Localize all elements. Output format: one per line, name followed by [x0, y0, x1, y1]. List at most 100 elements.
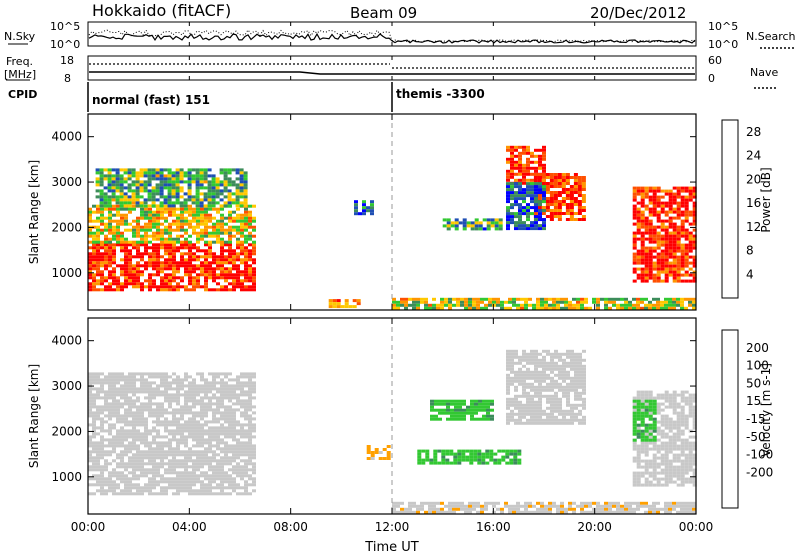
- heatmap-cell: [518, 367, 522, 371]
- heatmap-cell: [228, 273, 232, 277]
- heatmap-cell: [132, 207, 136, 211]
- heatmap-cell: [530, 172, 534, 176]
- heatmap-cell: [454, 227, 459, 231]
- heatmap-cell: [232, 465, 236, 469]
- heatmap-cell: [183, 174, 188, 178]
- heatmap-cell: [152, 282, 156, 286]
- heatmap-cell: [192, 231, 196, 235]
- heatmap-cell: [664, 462, 669, 466]
- heatmap-cell: [164, 246, 168, 250]
- heatmap-cell: [672, 297, 676, 301]
- heatmap-cell: [558, 382, 562, 386]
- heatmap-cell: [546, 394, 550, 398]
- heatmap-cell: [688, 198, 693, 202]
- heatmap-cell: [215, 192, 220, 196]
- heatmap-cell: [180, 489, 184, 493]
- heatmap-cell: [656, 297, 660, 301]
- heatmap-cell: [212, 279, 216, 283]
- heatmap-cell: [444, 510, 448, 514]
- heatmap-cell: [489, 458, 494, 462]
- heatmap-cell: [224, 285, 228, 289]
- heatmap-cell: [692, 246, 697, 250]
- heatmap-cell: [128, 450, 132, 454]
- heatmap-cell: [239, 168, 244, 172]
- heatmap-cell: [208, 438, 212, 442]
- heatmap-cell: [684, 456, 689, 460]
- heatmap-cell: [188, 255, 192, 259]
- heatmap-cell: [538, 376, 542, 380]
- heatmap-cell: [578, 385, 582, 389]
- heatmap-cell: [160, 492, 164, 496]
- heatmap-cell: [172, 210, 176, 214]
- heatmap-cell: [640, 186, 645, 190]
- heatmap-cell: [248, 435, 252, 439]
- heatmap-cell: [107, 204, 112, 208]
- heatmap-cell: [116, 264, 120, 268]
- heatmap-cell: [88, 288, 92, 292]
- heatmap-cell: [239, 183, 244, 187]
- heatmap-cell: [124, 432, 128, 436]
- heatmap-cell: [672, 228, 677, 232]
- heatmap-cell: [553, 197, 558, 200]
- heatmap-cell: [216, 267, 220, 271]
- heatmap-cell: [124, 261, 128, 265]
- heatmap-cell: [624, 300, 628, 304]
- heatmap-cell: [203, 180, 208, 184]
- heatmap-cell: [208, 474, 212, 478]
- heatmap-cell: [92, 393, 96, 397]
- heatmap-cell: [188, 213, 192, 217]
- heatmap-cell: [514, 148, 518, 152]
- heatmap-cell: [200, 285, 204, 289]
- heatmap-cell: [252, 429, 256, 433]
- heatmap-cell: [550, 397, 554, 401]
- heatmap-cell: [518, 194, 522, 198]
- heatmap-cell: [111, 198, 116, 202]
- heatmap-cell: [672, 459, 677, 463]
- heatmap-cell: [176, 441, 180, 445]
- heatmap-cell: [116, 408, 120, 412]
- heatmap-cell: [530, 200, 534, 204]
- heatmap-cell: [172, 417, 176, 421]
- heatmap-cell: [660, 435, 665, 439]
- heatmap-cell: [156, 423, 160, 427]
- heatmap-cell: [115, 168, 120, 172]
- heatmap-cell: [140, 432, 144, 436]
- heatmap-cell: [100, 456, 104, 460]
- heatmap-cell: [648, 225, 653, 229]
- heatmap-cell: [224, 231, 228, 235]
- heatmap-cell: [240, 240, 244, 244]
- heatmap-cell: [144, 387, 148, 391]
- heatmap-cell: [216, 231, 220, 235]
- heatmap-cell: [108, 489, 112, 493]
- heatmap-cell: [160, 390, 164, 394]
- heatmap-cell: [592, 297, 596, 301]
- heatmap-cell: [252, 285, 256, 289]
- heatmap-cell: [148, 411, 152, 415]
- heatmap-cell: [684, 231, 689, 235]
- heatmap-cell: [243, 189, 248, 193]
- heatmap-cell: [92, 255, 96, 259]
- heatmap-cell: [514, 403, 518, 407]
- heatmap-cell: [223, 189, 228, 193]
- heatmap-cell: [562, 388, 566, 392]
- heatmap-cell: [581, 209, 586, 212]
- heatmap-cell: [128, 270, 132, 274]
- heatmap-cell: [224, 456, 228, 460]
- heatmap-cell: [188, 210, 192, 214]
- heatmap-cell: [176, 384, 180, 388]
- heatmap-cell: [208, 441, 212, 445]
- heatmap-cell: [620, 297, 624, 301]
- heatmap-cell: [191, 174, 196, 178]
- heatmap-cell: [104, 429, 108, 433]
- heatmap-cell: [640, 441, 645, 445]
- heatmap-cell: [124, 246, 128, 250]
- heatmap-cell: [112, 237, 116, 241]
- heatmap-cell: [104, 261, 108, 265]
- heatmap-cell: [187, 198, 192, 202]
- heatmap-cell: [332, 305, 337, 309]
- heatmap-cell: [558, 400, 562, 404]
- heatmap-cell: [565, 179, 570, 182]
- heatmap-cell: [184, 420, 188, 424]
- heatmap-cell: [546, 367, 550, 371]
- heatmap-cell: [148, 258, 152, 262]
